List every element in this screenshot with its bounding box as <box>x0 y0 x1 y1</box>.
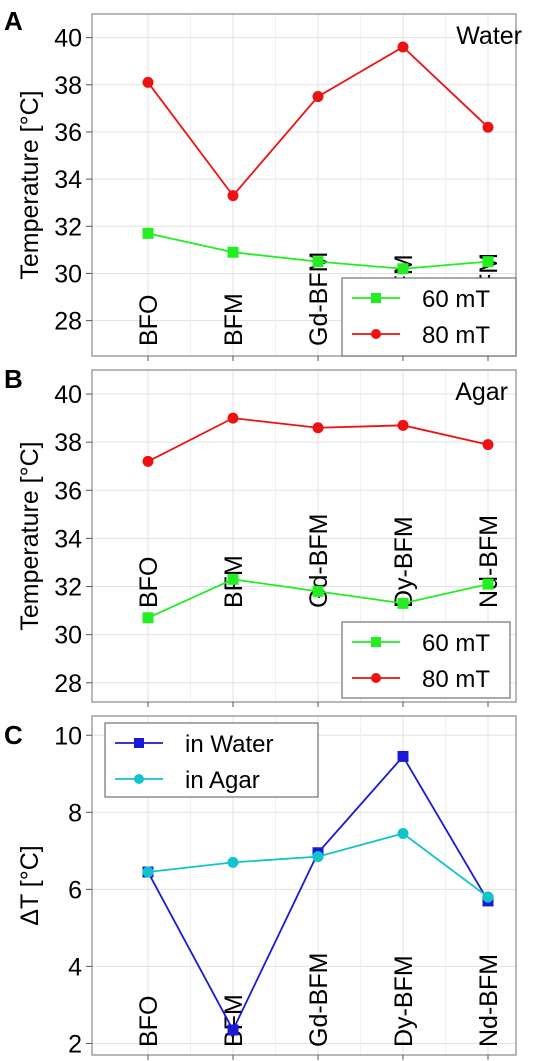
plot-frame <box>91 13 517 357</box>
legend-marker <box>134 738 144 748</box>
data-point <box>312 585 324 597</box>
legend-label: 80 mT <box>422 666 490 693</box>
data-point <box>312 91 324 103</box>
y-tick-label: 28 <box>54 670 82 698</box>
panel-c: C 2 4 6 8 10 ΔT [°C] BFO BFM Gd-BFM Dy-BFM Nd-BFM in… <box>4 715 517 1060</box>
data-point <box>312 851 324 863</box>
legend-marker <box>134 774 144 784</box>
legend-label: 80 mT <box>422 322 490 349</box>
panel-letter: A <box>4 6 23 36</box>
y-tick-label: 40 <box>54 25 82 53</box>
category-label: Dy-BFM <box>390 516 418 608</box>
data-point <box>142 866 154 878</box>
category-label: Nd-BFM <box>475 515 503 608</box>
data-point <box>397 750 409 762</box>
legend-marker <box>371 673 381 683</box>
y-tick-label: 30 <box>54 622 82 650</box>
y-tick-label: 34 <box>54 166 82 194</box>
data-point <box>482 891 494 903</box>
legend-marker <box>371 329 381 339</box>
panel-title: Water <box>456 22 522 50</box>
plot-frame <box>91 369 517 703</box>
panel-a: A 28 30 32 34 36 38 40 Temperature [°C] Water BFO B… <box>4 6 522 361</box>
data-point <box>142 455 154 467</box>
panel-title: Agar <box>455 378 508 406</box>
legend-box <box>341 621 511 699</box>
y-tick-label: 6 <box>68 876 82 904</box>
category-label: Gd-BFM <box>305 953 333 1047</box>
legend-marker <box>371 637 381 647</box>
data-point <box>482 578 494 590</box>
data-point <box>397 419 409 431</box>
legend-label: 60 mT <box>422 286 490 313</box>
category-label: Nd-BFM <box>475 954 503 1047</box>
y-tick-label: 2 <box>68 1030 82 1058</box>
data-point <box>397 41 409 53</box>
y-tick-label: 4 <box>68 953 82 981</box>
legend: 60 mT 80 mT <box>341 621 511 699</box>
y-tick-label: 36 <box>54 119 82 147</box>
category-label: BFO <box>135 996 163 1047</box>
y-tick-label: 10 <box>54 722 82 750</box>
y-axis-title: Temperature [°C] <box>16 90 44 279</box>
legend-marker <box>371 293 381 303</box>
data-point <box>142 227 154 239</box>
data-point <box>227 246 239 258</box>
legend: 60 mT 80 mT <box>341 277 517 357</box>
category-label: BFM <box>220 994 248 1047</box>
data-point <box>227 190 239 202</box>
y-tick-label: 32 <box>54 574 82 602</box>
data-point <box>227 573 239 585</box>
data-point <box>312 256 324 268</box>
plot-frame <box>91 715 517 1056</box>
data-point <box>227 412 239 424</box>
data-point <box>227 1024 239 1036</box>
y-tick-label: 32 <box>54 213 82 241</box>
data-point <box>312 422 324 434</box>
category-label: Dy-BFM <box>390 955 418 1047</box>
legend: in Water in Agar <box>104 722 319 798</box>
legend-label: in Water <box>185 731 273 758</box>
y-axis-title: Temperature [°C] <box>16 441 44 630</box>
data-point <box>397 597 409 609</box>
data-point <box>142 612 154 624</box>
panel-letter: C <box>4 720 23 750</box>
y-tick-label: 38 <box>54 429 82 457</box>
legend-box <box>104 722 319 798</box>
category-label: Gd-BFM <box>305 252 333 346</box>
data-point <box>142 76 154 88</box>
data-point <box>227 856 239 868</box>
y-tick-label: 34 <box>54 525 82 553</box>
category-label: BFO <box>135 557 163 608</box>
y-tick-label: 40 <box>54 381 82 409</box>
data-point <box>482 256 494 268</box>
y-axis-title: ΔT [°C] <box>16 845 44 925</box>
data-point <box>482 439 494 451</box>
data-point <box>397 263 409 275</box>
legend-label: in Agar <box>185 767 260 794</box>
category-label: BFM <box>220 293 248 346</box>
y-tick-label: 8 <box>68 799 82 827</box>
legend-box <box>341 277 517 357</box>
data-point <box>397 827 409 839</box>
legend-label: 60 mT <box>422 630 490 657</box>
y-tick-label: 36 <box>54 477 82 505</box>
data-point <box>482 121 494 133</box>
category-label: BFO <box>135 295 163 346</box>
y-tick-label: 38 <box>54 72 82 100</box>
y-tick-label: 28 <box>54 308 82 336</box>
y-tick-label: 30 <box>54 260 82 288</box>
panel-letter: B <box>4 364 23 394</box>
